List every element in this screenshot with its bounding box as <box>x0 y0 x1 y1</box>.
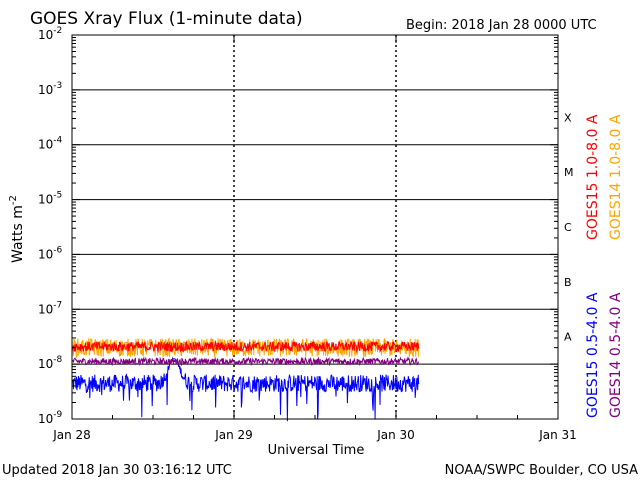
y-tick-exp: -7 <box>53 300 62 310</box>
y-tick-exp: -8 <box>53 355 62 365</box>
y-tick-base: 10 <box>38 412 53 426</box>
y-tick-exp: -2 <box>53 26 62 36</box>
series-line <box>71 340 420 354</box>
y-tick-base: 10 <box>38 83 53 97</box>
y-tick-exp: -4 <box>53 136 62 146</box>
y-tick-base: 10 <box>38 193 53 207</box>
y-tick-label: 10-9 <box>38 410 63 426</box>
legend-entry: GOES14 0.5-4.0 A <box>608 292 624 418</box>
chart-title: GOES Xray Flux (1-minute data) <box>30 9 303 29</box>
x-tick-label: Jan 30 <box>376 428 415 442</box>
x-tick-label: Jan 29 <box>214 428 253 442</box>
y-tick-base: 10 <box>38 28 53 42</box>
y-tick-label: 10-6 <box>38 245 63 261</box>
flare-class-label: X <box>564 111 572 124</box>
y-tick-exp: -5 <box>53 191 62 201</box>
flare-class-labels: A B C M X <box>564 111 574 343</box>
y-tick-label: 10-7 <box>38 300 62 316</box>
credit-label: NOAA/SWPC Boulder, CO USA <box>445 463 638 478</box>
y-tick-exp: -6 <box>53 245 62 255</box>
x-ticks: Jan 28 Jan 29 Jan 30 Jan 31 <box>52 35 577 442</box>
y-tick-label: 10-2 <box>38 26 62 42</box>
y-tick-base: 10 <box>38 357 53 371</box>
x-axis-label: Universal Time <box>268 443 365 458</box>
flare-class-label: M <box>564 166 574 179</box>
series-layer <box>71 337 420 422</box>
y-tick-label: 10-4 <box>38 136 63 152</box>
x-tick-label: Jan 28 <box>52 428 91 442</box>
y-axis-label-sup: -2 <box>8 195 19 205</box>
series-line <box>71 356 420 367</box>
updated-label: Updated 2018 Jan 30 03:16:12 UTC <box>2 463 232 478</box>
flare-class-label: B <box>564 276 572 289</box>
legend-entry: GOES14 1.0-8.0 A <box>608 114 624 240</box>
y-tick-exp: -3 <box>53 81 62 91</box>
y-tick-base: 10 <box>38 138 53 152</box>
legend: GOES15 1.0-8.0 A GOES14 1.0-8.0 A GOES15 0… <box>585 114 624 418</box>
y-tick-base: 10 <box>38 247 53 261</box>
begin-label: Begin: 2018 Jan 28 0000 UTC <box>406 18 597 33</box>
flare-class-label: A <box>564 331 572 344</box>
y-axis-label: Watts m-2 <box>8 195 26 263</box>
series-line <box>71 358 420 422</box>
legend-entry: GOES15 0.5-4.0 A <box>585 292 601 418</box>
y-tick-base: 10 <box>38 302 53 316</box>
y-tick-label: 10-8 <box>38 355 63 371</box>
y-tick-label: 10-5 <box>38 191 62 207</box>
flare-class-label: C <box>564 221 572 234</box>
legend-entry: GOES15 1.0-8.0 A <box>585 114 601 240</box>
grid <box>72 35 558 419</box>
y-ticks: 10-910-810-710-610-510-410-310-2 <box>38 26 558 426</box>
x-tick-label: Jan 31 <box>538 428 577 442</box>
y-tick-exp: -9 <box>53 410 62 420</box>
y-tick-label: 10-3 <box>38 81 62 97</box>
